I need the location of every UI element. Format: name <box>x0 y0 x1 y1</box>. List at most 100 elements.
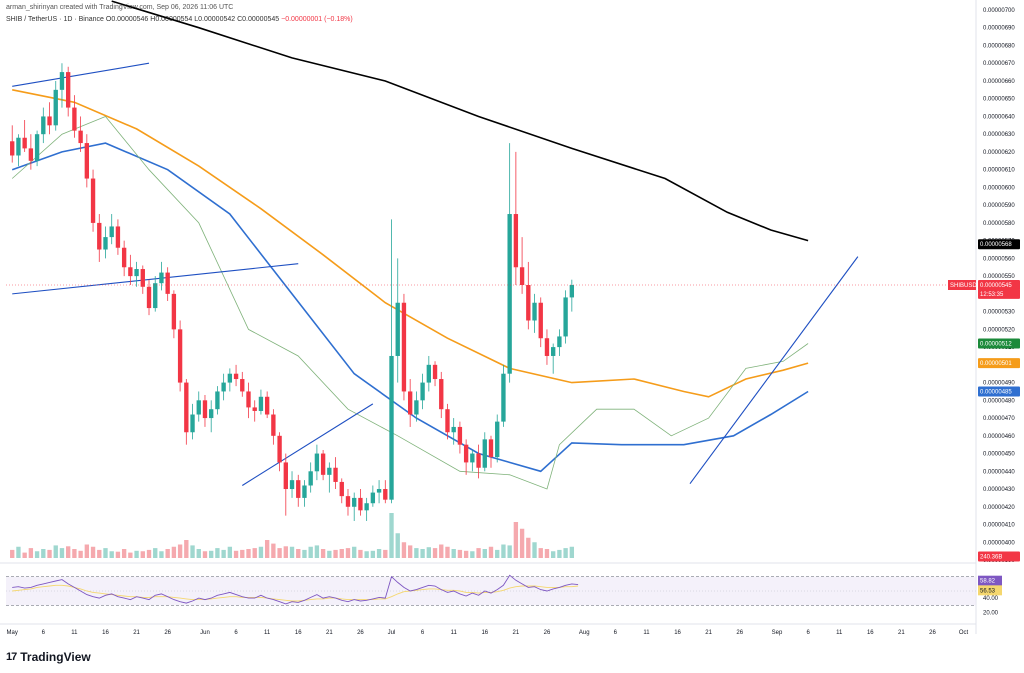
candle <box>233 364 239 387</box>
candle-body <box>283 462 288 490</box>
volume-bar <box>495 549 500 558</box>
candle <box>103 226 108 259</box>
candle-body <box>563 297 568 337</box>
volume-bar <box>209 550 214 558</box>
volume-bar <box>246 549 251 558</box>
volume-bar <box>544 549 550 558</box>
x-tick-label: 21 <box>326 630 333 636</box>
candle-body <box>476 453 481 468</box>
x-tick-label: 26 <box>929 630 936 636</box>
candle-body <box>327 467 332 475</box>
volume-bar <box>184 540 189 558</box>
candle <box>146 279 152 316</box>
candle-body <box>221 382 226 392</box>
candle-body <box>159 272 164 284</box>
volume-bar <box>513 522 519 558</box>
candle-body <box>376 489 382 493</box>
x-tick-label: 26 <box>164 630 171 636</box>
ohlc-change: −0.00000001 (−0.18%) <box>281 16 353 23</box>
volume-bar <box>445 546 450 558</box>
candle-body <box>90 178 96 223</box>
candle <box>221 373 226 401</box>
candle-body <box>28 148 34 161</box>
candle <box>97 214 102 262</box>
candle-body <box>277 435 282 463</box>
candle-body <box>551 347 556 356</box>
candle-body <box>121 247 127 268</box>
volume-bar <box>277 548 282 558</box>
candle-body <box>47 116 52 126</box>
candle <box>451 418 456 445</box>
rsi-band <box>6 576 976 606</box>
candle-body <box>544 338 550 356</box>
candle <box>420 373 425 410</box>
candle <box>432 361 438 387</box>
volume-bar <box>53 545 58 558</box>
y-tick-label: 0.00000400 <box>983 540 1015 546</box>
candle-body <box>128 267 133 277</box>
candle-body <box>134 269 139 277</box>
candle <box>401 293 407 401</box>
volume-bar <box>395 533 400 558</box>
x-tick-label: Oct <box>959 630 969 636</box>
candle-body <box>513 214 519 268</box>
candle <box>463 439 469 475</box>
y-tick-label: 0.00000600 <box>983 185 1015 191</box>
candle <box>470 450 475 472</box>
candle <box>128 254 133 285</box>
candle <box>345 489 351 516</box>
volume-bar <box>202 551 208 558</box>
volume-bar <box>22 552 27 558</box>
x-tick-label: Jun <box>200 630 210 636</box>
volume-bar <box>190 545 195 558</box>
candle-body <box>345 496 351 507</box>
volume-bar <box>345 548 351 558</box>
rsi-tick-label: 20.00 <box>983 610 999 616</box>
candle-body <box>352 497 357 507</box>
candle-body <box>501 373 506 422</box>
watermark-caption: arman_shirinyan created with TradingView… <box>6 4 234 11</box>
volume-bar <box>47 549 52 558</box>
price-tag-bg <box>978 288 1020 299</box>
candle <box>302 480 307 507</box>
candle <box>16 134 21 167</box>
volume-bar <box>519 528 525 558</box>
candle-body <box>538 302 543 339</box>
price-tag: 0.00000568 <box>980 242 1012 248</box>
volume-bar <box>233 550 239 558</box>
candle-body <box>246 391 251 408</box>
rsi-tag: 56.53 <box>980 588 996 594</box>
candle-body <box>526 285 531 321</box>
x-tick-label: 16 <box>867 630 874 636</box>
volume-bar <box>488 546 494 558</box>
candle-body <box>389 355 394 500</box>
volume-bar <box>134 550 139 558</box>
candle-body <box>401 302 407 392</box>
candle-body <box>463 444 469 463</box>
candle-body <box>557 336 562 348</box>
candle-body <box>383 489 388 500</box>
candle <box>10 125 15 163</box>
candle <box>383 480 388 504</box>
price-tag-bg <box>978 338 1020 349</box>
candle <box>358 489 363 516</box>
x-tick-label: Aug <box>579 630 590 636</box>
candle-body <box>34 134 40 161</box>
candle <box>544 329 550 365</box>
volume-bar <box>352 546 357 558</box>
volume-bar <box>302 549 307 558</box>
volume-bar <box>426 547 431 558</box>
candle <box>526 261 531 330</box>
candle <box>171 290 177 339</box>
y-tick-label: 0.00000700 <box>983 8 1015 14</box>
candle <box>563 290 568 344</box>
candle <box>153 276 158 312</box>
candle-body <box>153 283 158 309</box>
candle <box>364 497 369 521</box>
candle <box>252 400 257 422</box>
volume-bar <box>551 551 556 558</box>
candle-body <box>72 107 77 131</box>
x-tick-label: 26 <box>544 630 551 636</box>
candle <box>532 293 537 333</box>
